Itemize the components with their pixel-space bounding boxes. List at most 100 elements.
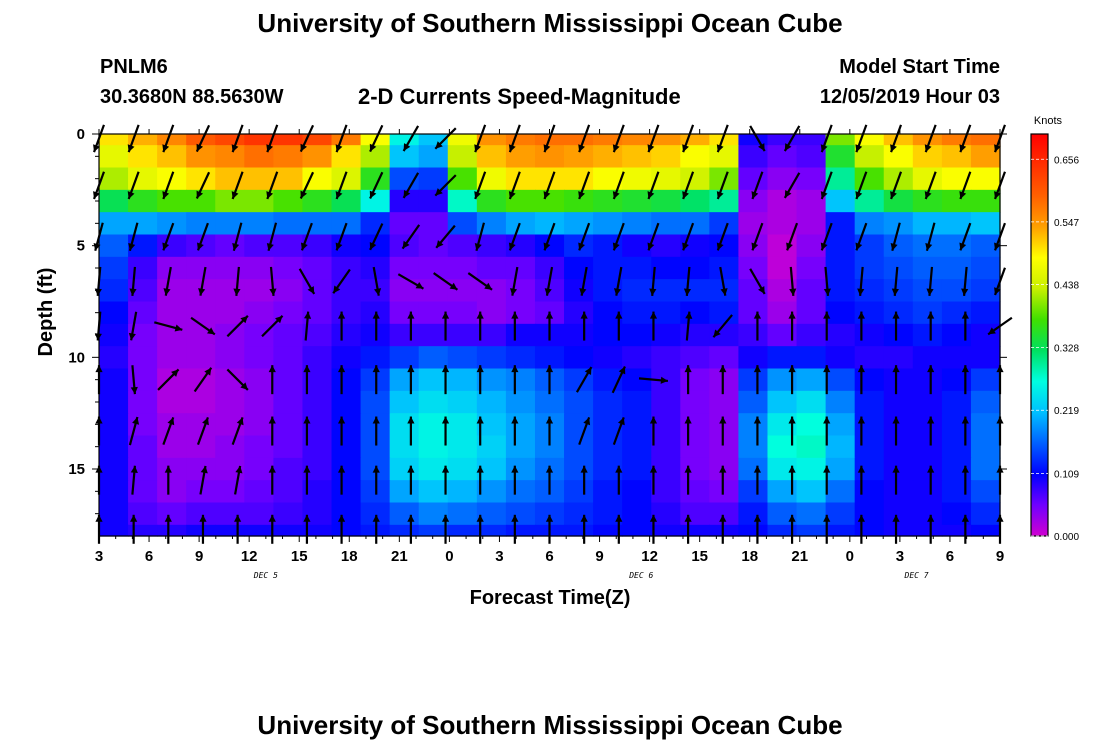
heatmap-cell [709,368,740,392]
heatmap-cell [476,323,507,347]
heatmap-cell [883,524,914,537]
heatmap-cell [970,413,1001,437]
heatmap-cell [680,435,710,459]
heatmap-cell [593,502,623,526]
heatmap-cell [883,413,914,437]
heatmap-cell [738,256,769,280]
heatmap-cell [186,346,216,370]
heatmap-cell [128,167,158,191]
current-vector [820,222,833,251]
heatmap-cell [912,134,943,146]
current-vector [959,124,972,153]
current-vector [543,222,556,251]
heatmap-cell [302,502,333,526]
station-coords: 30.3680N 88.5630W [100,86,284,108]
heatmap-cell [418,480,449,504]
heatmap-cell [680,301,710,325]
heatmap-cell [418,368,449,392]
heatmap-cell [215,390,245,414]
heatmap-cell [418,167,449,191]
heatmap-cell [825,480,856,504]
heatmap-cell [99,189,129,213]
heatmap-cell [157,368,187,392]
current-vector [130,365,138,395]
heatmap-cell [738,413,769,437]
current-vector [162,171,175,200]
current-vectors [93,124,1013,544]
heatmap-cell [389,256,420,280]
heatmap-cell [651,323,681,347]
x-tick-label: 3 [896,548,904,565]
current-vector [961,311,969,341]
current-vector [164,465,172,495]
heatmap-cell [215,256,245,280]
heatmap-cell [186,524,216,537]
heatmap-cell [505,390,536,414]
heatmap-cell [883,480,914,504]
heatmap-cell [418,390,449,414]
heatmap-cell [680,524,710,537]
heatmap-cell [447,301,478,325]
heatmap-cell [99,212,129,236]
heatmap-cell [157,279,187,303]
heatmap-cell [505,167,536,191]
heatmap-cell [767,390,798,414]
heatmap-cell [418,234,449,258]
current-vector [511,416,519,446]
current-vector [337,514,346,544]
heatmap-cell [970,435,1001,459]
current-vector [788,365,796,395]
heatmap-cell [825,134,856,146]
heatmap-cell [331,390,362,414]
heatmap-cell [825,524,856,537]
heatmap-cell [825,435,856,459]
heatmap-cell [709,145,740,169]
heatmap-cell [622,134,652,146]
heatmap-cell [912,368,943,392]
heatmap-cell [709,435,740,459]
heatmap-cell [738,368,769,392]
heatmap-cell [128,480,158,504]
heatmap-cell [622,301,652,325]
heatmap-cell [273,390,304,414]
heatmap-cell [825,189,856,213]
heatmap-cell [854,390,885,414]
heatmap-cell [709,234,740,258]
current-vector [268,514,276,544]
heatmap-cell [651,145,681,169]
heatmap-cell [447,134,478,146]
x-tick-label: 15 [291,548,308,565]
current-vector [719,465,727,495]
heatmap-cell [186,457,216,481]
heatmap-cell [215,301,245,325]
current-vector [961,416,969,446]
heatmap-cell [796,134,827,146]
current-vector [684,416,692,446]
heatmap-cell [128,413,158,437]
heatmap-cell [593,480,623,504]
heatmap-cell [796,480,827,504]
current-vector [234,514,242,544]
heatmap-cell [128,234,158,258]
current-vector [476,416,484,446]
current-vector [268,465,276,495]
station-id: PNLM6 [100,56,168,78]
heatmap-cell [941,323,972,347]
heatmap-cell [157,346,187,370]
heatmap-cell [157,390,187,414]
heatmap-cell [970,145,1001,169]
heatmap-cell [767,346,798,370]
heatmap-cell [505,435,536,459]
heatmap-cell [680,502,710,526]
heatmap-cell [534,145,565,169]
heatmap-cell [593,256,623,280]
heatmap-cell [534,189,565,213]
heatmap-cell [883,134,914,146]
x-tick-label: 9 [595,548,603,565]
heatmap-cell [476,524,507,537]
current-vector [927,465,935,495]
current-vector [543,171,556,200]
heatmap-cell [593,323,623,347]
heatmap-cell [738,457,769,481]
